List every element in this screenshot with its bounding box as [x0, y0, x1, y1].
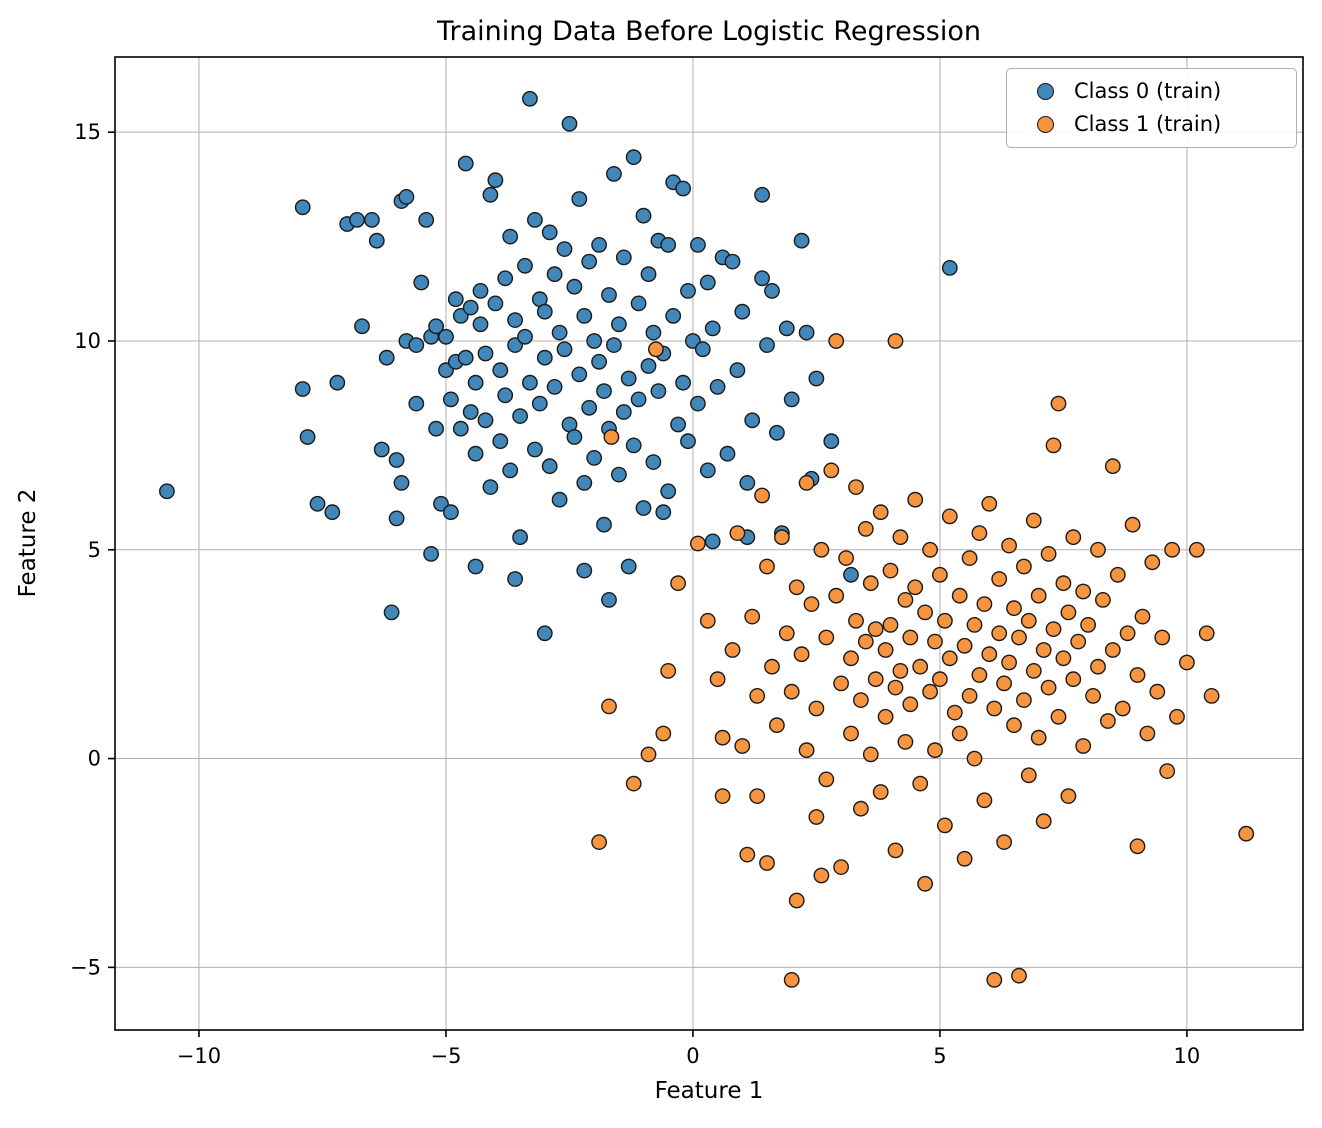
svg-text:0: 0 [88, 747, 101, 771]
legend-item-class0: Class 0 (train) [1037, 81, 1296, 102]
svg-text:5: 5 [88, 538, 101, 562]
legend-label-class1: Class 1 (train) [1074, 112, 1222, 136]
svg-text:−5: −5 [430, 1044, 461, 1068]
svg-text:10: 10 [1174, 1044, 1201, 1068]
svg-text:10: 10 [74, 329, 101, 353]
legend: Class 0 (train) Class 1 (train) [1006, 68, 1297, 148]
chart-title: Training Data Before Logistic Regression [436, 16, 982, 47]
svg-text:−5: −5 [70, 955, 101, 979]
legend-item-class1: Class 1 (train) [1037, 114, 1296, 135]
y-axis-label: Feature 2 [15, 488, 41, 598]
svg-text:5: 5 [933, 1044, 946, 1068]
svg-text:0: 0 [686, 1044, 699, 1068]
legend-label-class0: Class 0 (train) [1074, 79, 1222, 103]
legend-swatch-1 [1037, 116, 1054, 133]
svg-text:−10: −10 [177, 1044, 221, 1068]
svg-text:15: 15 [74, 120, 101, 144]
legend-swatch-0 [1037, 83, 1054, 100]
x-axis-label: Feature 1 [654, 1078, 764, 1104]
